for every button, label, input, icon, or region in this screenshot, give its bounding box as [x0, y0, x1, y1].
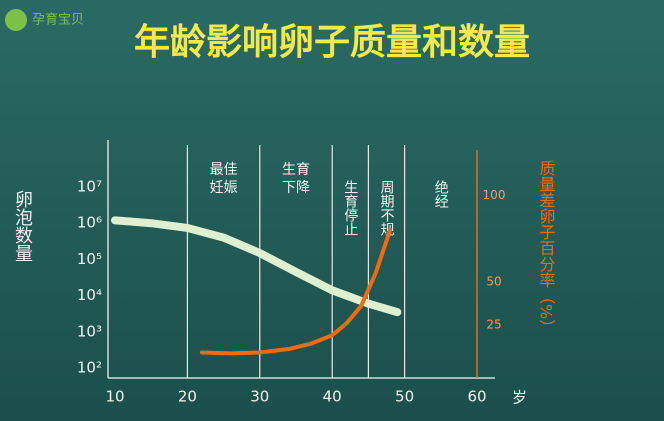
x-tick-label: 30	[250, 388, 269, 406]
logo	[5, 9, 27, 31]
watermark: 孕育宝贝	[32, 12, 84, 28]
x-axis-label: 岁	[512, 389, 527, 407]
stage-label: 生育停止	[342, 180, 358, 236]
series-line	[199, 228, 393, 356]
stage-label: 绝经	[433, 180, 449, 208]
series-line	[111, 216, 402, 317]
y-tick-label: 10⁶	[77, 214, 102, 232]
y2-axis-label: 质量差卵子百分率（%）	[537, 160, 556, 335]
x-tick-label: 60	[467, 388, 486, 406]
y-axis-label: 卵泡数量	[12, 190, 33, 262]
y-tick-label: 10⁵	[77, 250, 102, 268]
stage-label: 周期不规	[379, 180, 395, 237]
y-tick-label: 10⁴	[77, 286, 102, 304]
x-tick-label: 40	[323, 388, 342, 406]
stage-label: 生育	[282, 162, 310, 178]
y2-tick-label: 25	[486, 317, 501, 331]
stage-label: 下降	[282, 180, 310, 196]
stage-label: 妊娠	[210, 180, 238, 196]
x-tick-label: 50	[395, 388, 414, 406]
y-tick-label: 10³	[77, 322, 102, 340]
y-tick-label: 10⁷	[77, 178, 102, 196]
x-tick-label: 10	[105, 388, 124, 406]
x-tick-label: 20	[178, 388, 197, 406]
chart-title: 年龄影响卵子质量和数量	[134, 22, 530, 63]
y2-tick-label: 50	[486, 274, 501, 288]
stage-label: 最佳	[210, 162, 238, 178]
y-tick-label: 10²	[77, 359, 102, 377]
y2-tick-label: 100	[483, 188, 506, 202]
